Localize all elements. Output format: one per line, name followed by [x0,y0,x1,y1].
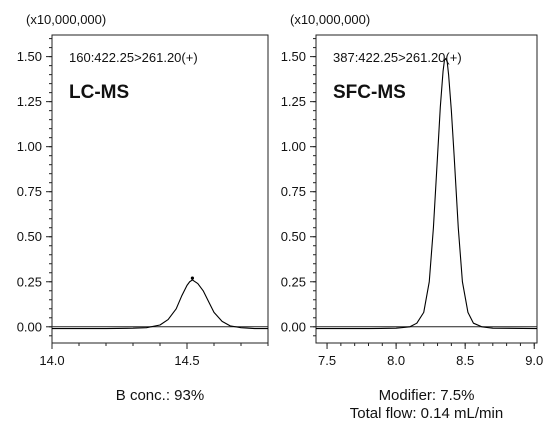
sfc-ms-y-tick-label: 1.25 [281,94,306,109]
lc-ms-series-line [52,279,268,330]
sfc-ms-x-tick-label: 9.0 [525,353,543,368]
lc-ms-x-note: B conc.: 93% [116,387,204,404]
lc-ms-y-tick-label: 1.50 [17,49,42,64]
lc-ms-y-tick-label: 0.00 [17,319,42,334]
sfc-ms-y-tick-label: 1.00 [281,139,306,154]
sfc-ms-x-note: Total flow: 0.14 mL/min [350,405,503,422]
sfc-ms-y-tick-label: 0.75 [281,184,306,199]
sfc-ms-x-note: Modifier: 7.5% [379,387,475,404]
sfc-ms-y-tick-label: 0.50 [281,229,306,244]
lc-ms-technique-label: LC-MS [69,82,129,103]
sfc-ms-x-tick-label: 7.5 [318,353,336,368]
lc-ms-y-tick-label: 0.75 [17,184,42,199]
lc-ms-y-tick-label: 0.50 [17,229,42,244]
sfc-ms-multiplier-label: (x10,000,000) [290,12,370,27]
sfc-ms-series-line [316,57,538,330]
lc-ms-panel: (x10,000,000) 0.00 0.25 0.50 0.75 1.00 1.25 1.5… [17,12,269,404]
lc-ms-x-tick-label: 14.5 [174,353,199,368]
lc-ms-multiplier-label: (x10,000,000) [26,12,106,27]
sfc-ms-ion-label: 387:422.25>261.20(+) [333,50,462,65]
sfc-ms-y-tick-label: 0.25 [281,274,306,289]
sfc-ms-x-tick-label: 8.0 [387,353,405,368]
lc-ms-ion-label: 160:422.25>261.20(+) [69,50,198,65]
sfc-ms-panel: (x10,000,000) 0.00 0.25 0.50 0.75 1.00 1.25 1.5… [281,12,544,422]
lc-ms-y-tick-label: 0.25 [17,274,42,289]
sfc-ms-technique-label: SFC-MS [333,82,406,103]
sfc-ms-plot-frame [315,34,538,344]
lc-ms-apex-marker [190,276,194,280]
lc-ms-y-tick-label: 1.25 [17,94,42,109]
lc-ms-x-tick-label: 14.0 [39,353,64,368]
sfc-ms-x-tick-label: 8.5 [456,353,474,368]
sfc-ms-y-tick-label: 0.00 [281,319,306,334]
lc-ms-y-tick-label: 1.00 [17,139,42,154]
sfc-ms-y-tick-label: 1.50 [281,49,306,64]
